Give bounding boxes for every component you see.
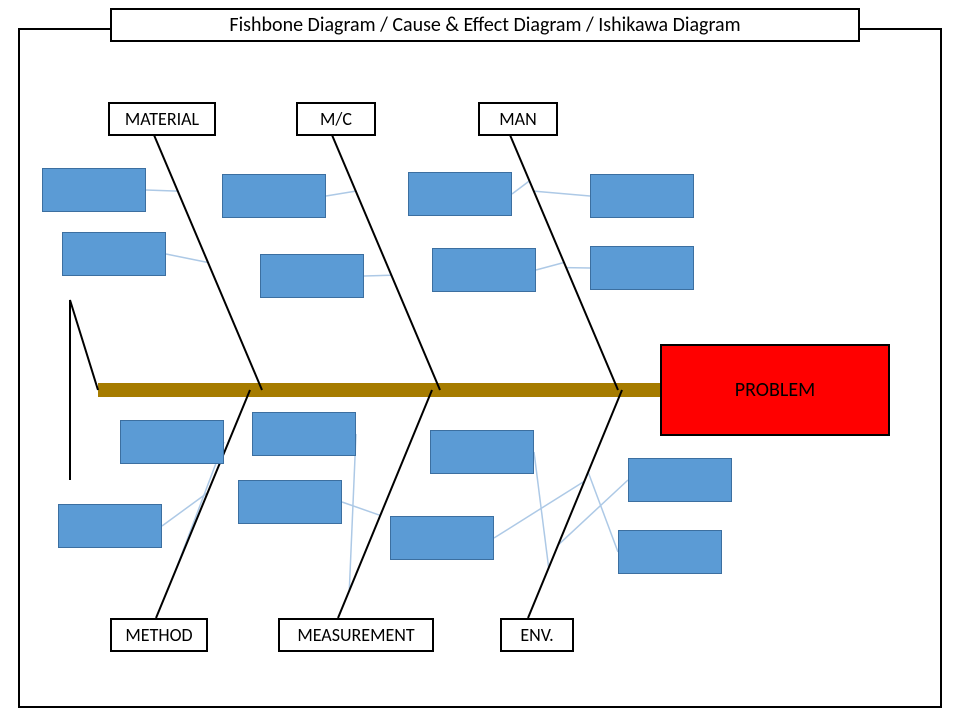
cause-box-mat1	[42, 168, 146, 212]
category-label-env: ENV.	[500, 618, 574, 652]
cause-box-x2	[590, 246, 694, 290]
cause-box-mea2	[238, 480, 342, 524]
cause-box-env2	[390, 516, 494, 560]
category-label-man: MAN	[478, 102, 558, 136]
cause-box-y2	[618, 530, 722, 574]
diagram-title: Fishbone Diagram / Cause & Effect Diagra…	[110, 8, 860, 42]
category-label-mc: M/C	[296, 102, 376, 136]
cause-box-mea1	[252, 412, 356, 456]
cause-box-x1	[590, 174, 694, 218]
category-label-method: METHOD	[110, 618, 208, 652]
fishbone-diagram: Fishbone Diagram / Cause & Effect Diagra…	[0, 0, 960, 720]
cause-box-mat2	[62, 232, 166, 276]
cause-box-man1	[408, 172, 512, 216]
diagram-title-text: Fishbone Diagram / Cause & Effect Diagra…	[229, 13, 740, 37]
problem-box: PROBLEM	[660, 344, 890, 436]
category-label-material: MATERIAL	[108, 102, 216, 136]
cause-box-mc1	[222, 174, 326, 218]
cause-box-mc2	[260, 254, 364, 298]
problem-label: PROBLEM	[735, 378, 815, 402]
cause-box-env1	[430, 430, 534, 474]
cause-box-y1	[628, 458, 732, 502]
cause-box-met1	[120, 420, 224, 464]
cause-box-man2	[432, 248, 536, 292]
cause-box-met2	[58, 504, 162, 548]
category-label-measurement: MEASUREMENT	[278, 618, 434, 652]
